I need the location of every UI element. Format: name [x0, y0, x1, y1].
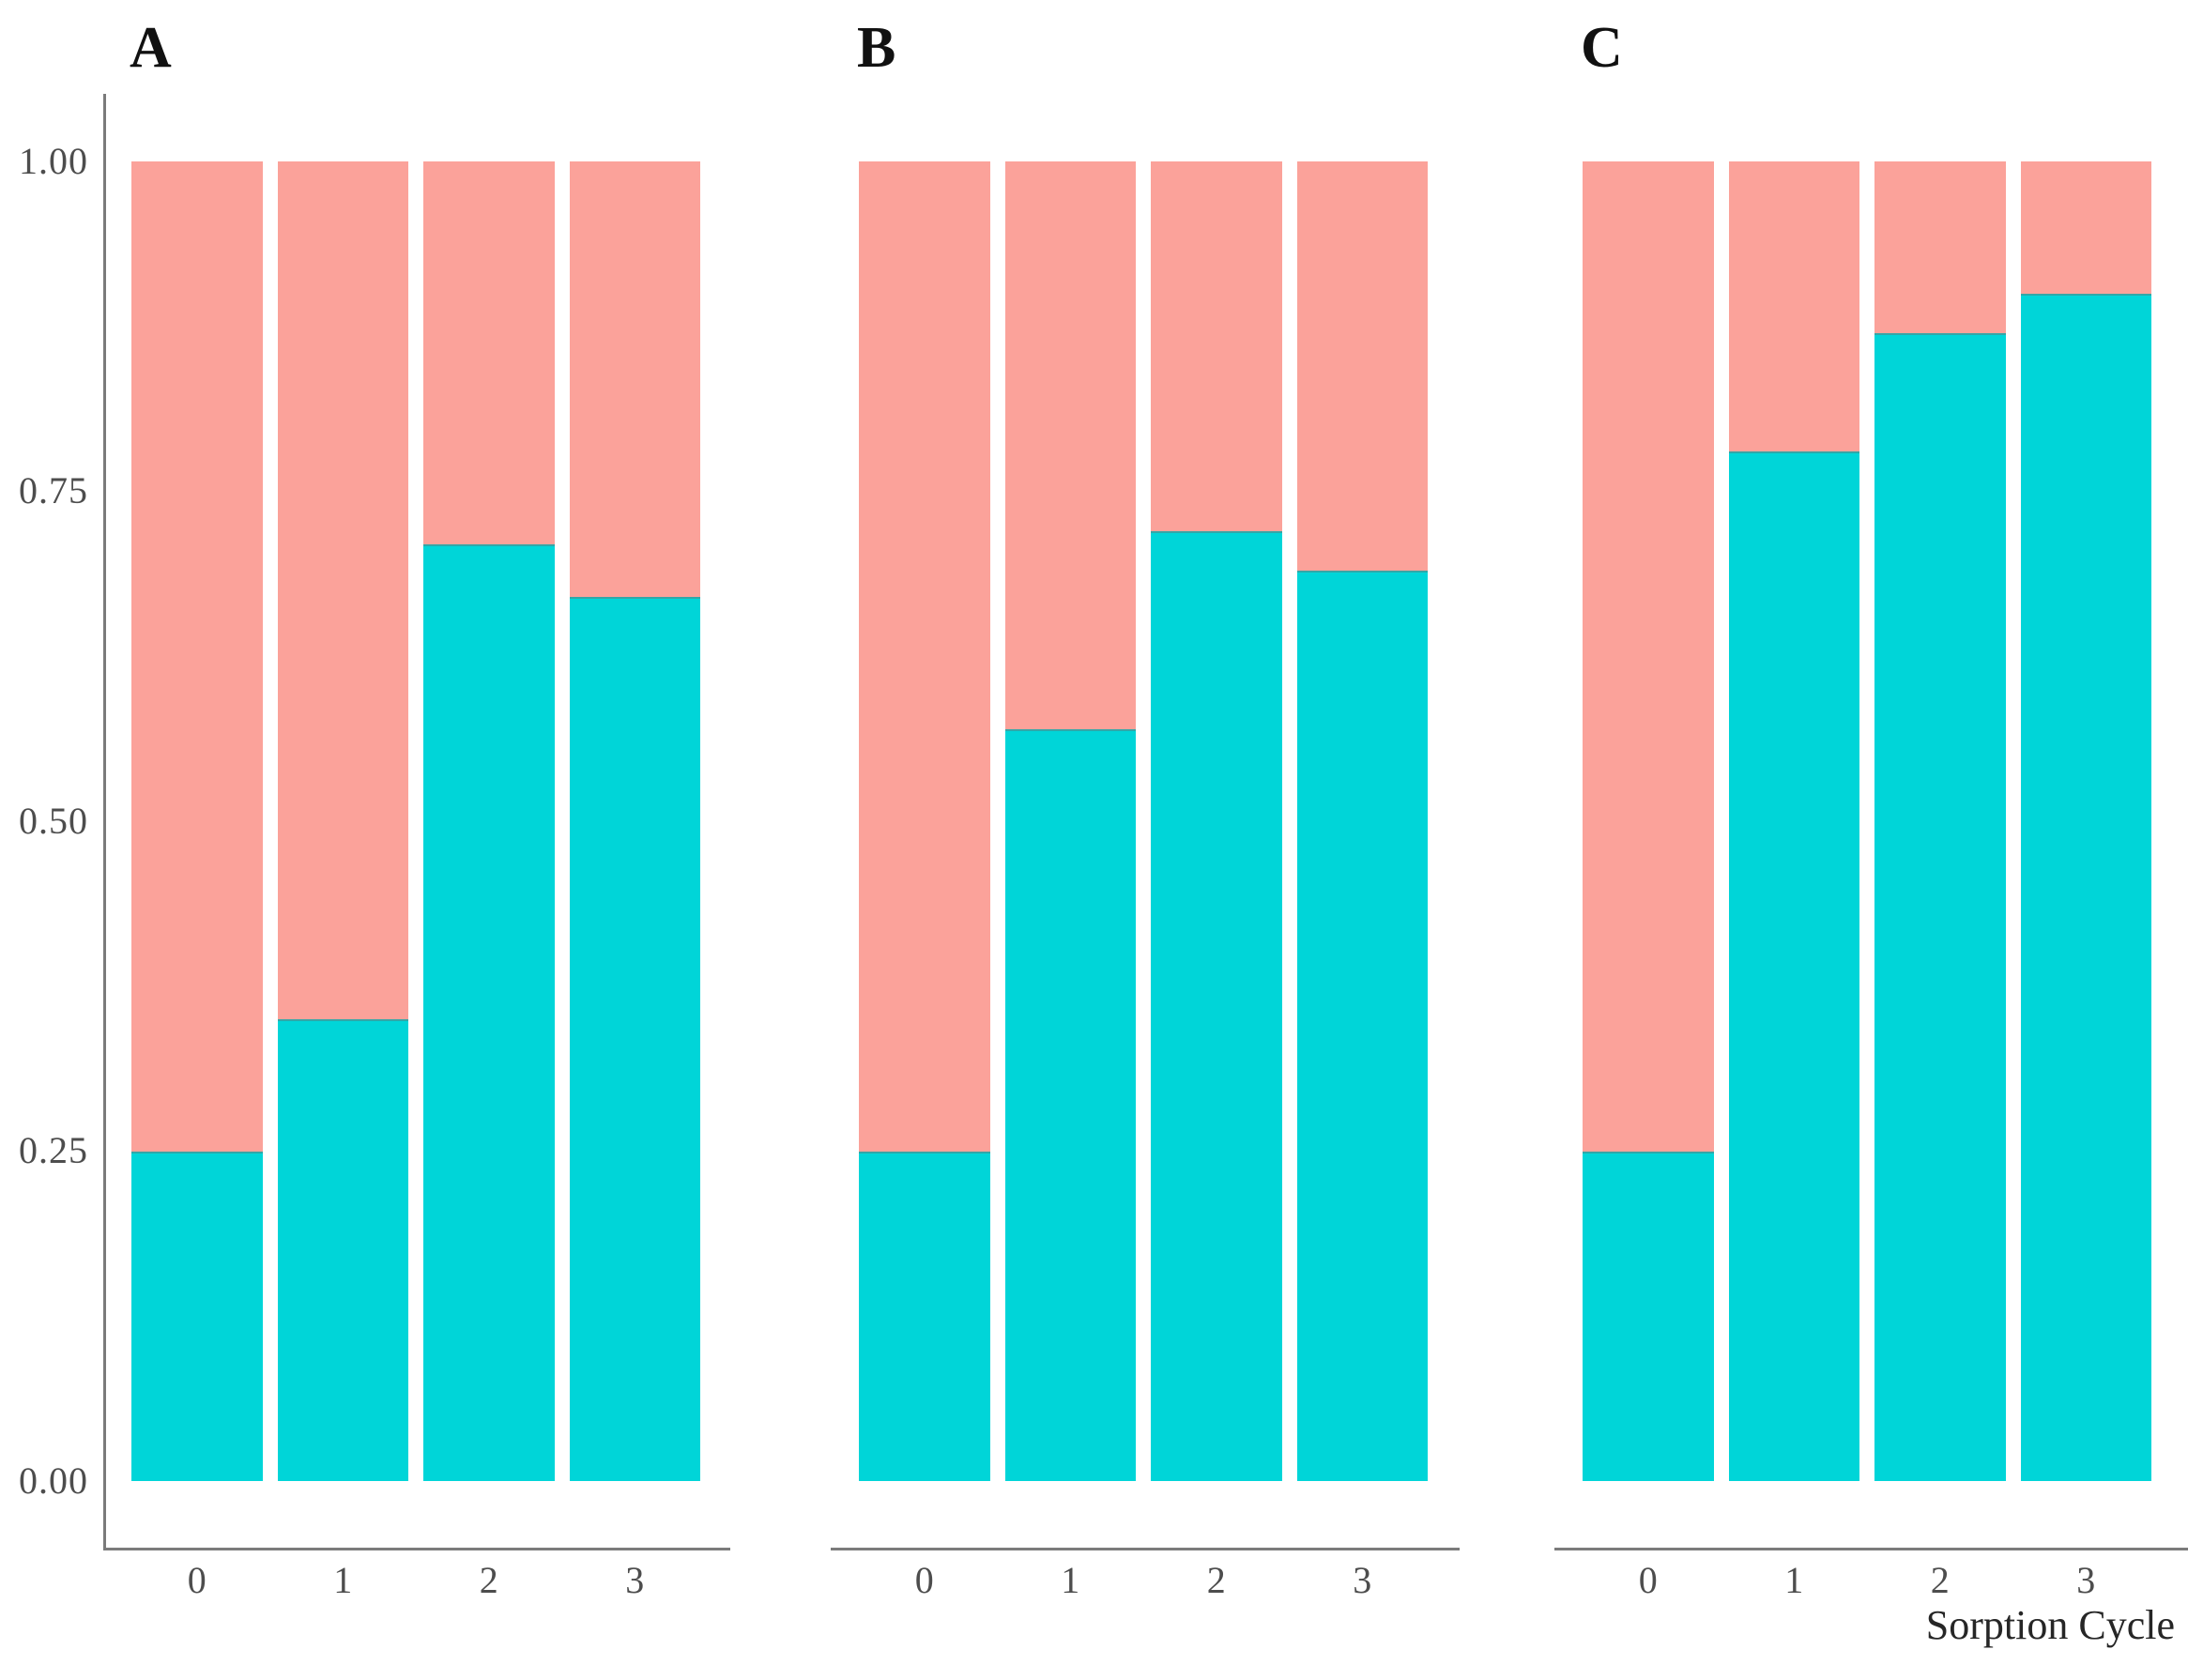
- x-tick-label: 2: [1930, 1559, 1950, 1601]
- bar-group: [1583, 161, 2151, 1481]
- x-tick-labels: 0 1 2 3: [859, 1556, 1428, 1605]
- panel-b: B 0 1 2 3: [831, 0, 1460, 1680]
- teal-segment: [423, 543, 555, 1481]
- salmon-segment: [1296, 161, 1428, 571]
- teal-segment: [859, 1151, 990, 1481]
- x-tick-label: 3: [625, 1559, 645, 1601]
- x-tick-label: 1: [333, 1559, 353, 1601]
- stacked-bar: [1728, 161, 1859, 1481]
- y-axis-line: [103, 94, 106, 1550]
- stacked-bar: [1151, 161, 1282, 1481]
- y-tick-label: 1.00: [19, 140, 88, 182]
- teal-segment: [1151, 530, 1282, 1481]
- x-axis-line: [103, 1548, 730, 1550]
- x-tick-label: 0: [187, 1559, 207, 1601]
- x-axis-title: Sorption Cycle: [1925, 1602, 2175, 1648]
- y-axis-tick-labels: 1.00 0.75 0.50 0.25 0.00: [0, 0, 92, 1680]
- x-tick-labels: 0 1 2 3: [131, 1556, 700, 1605]
- bar-group: [131, 161, 700, 1481]
- x-tick-label: 2: [479, 1559, 498, 1601]
- salmon-segment: [423, 161, 555, 544]
- x-tick-label: 1: [1061, 1559, 1080, 1601]
- salmon-segment: [1004, 161, 1136, 729]
- teal-segment: [277, 1018, 408, 1481]
- teal-segment: [569, 596, 700, 1481]
- panel-letter: C: [1581, 16, 1623, 80]
- panel-a: A 0 1 2 3: [103, 0, 730, 1680]
- x-axis-line: [1554, 1548, 2188, 1550]
- teal-segment: [1004, 728, 1136, 1481]
- teal-segment: [1296, 570, 1428, 1481]
- x-tick-label: 0: [1638, 1559, 1658, 1601]
- teal-segment: [1583, 1151, 1714, 1481]
- stacked-bar: [569, 161, 700, 1481]
- y-tick-label: 0.25: [19, 1129, 88, 1171]
- x-axis-line: [831, 1548, 1460, 1550]
- x-tick-label: 3: [2076, 1559, 2096, 1601]
- salmon-segment: [2020, 161, 2151, 294]
- teal-segment: [1728, 451, 1859, 1481]
- panel-c: C 0 1 2 3: [1554, 0, 2188, 1680]
- y-tick-label: 0.50: [19, 800, 88, 842]
- salmon-segment: [1583, 161, 1714, 1152]
- teal-segment: [2020, 293, 2151, 1481]
- y-tick-label: 0.75: [19, 469, 88, 512]
- stacked-bar: [1296, 161, 1428, 1481]
- salmon-segment: [1874, 161, 2006, 333]
- salmon-segment: [1728, 161, 1859, 452]
- bar-group: [859, 161, 1428, 1481]
- panel-letter: B: [857, 16, 896, 80]
- stacked-bar: [1874, 161, 2006, 1481]
- teal-segment: [131, 1151, 263, 1481]
- salmon-segment: [1151, 161, 1282, 531]
- y-tick-label: 0.00: [19, 1459, 88, 1502]
- salmon-segment: [131, 161, 263, 1152]
- x-tick-label: 3: [1353, 1559, 1372, 1601]
- stacked-bar: [1583, 161, 1714, 1481]
- x-tick-label: 1: [1784, 1559, 1804, 1601]
- teal-segment: [1874, 332, 2006, 1481]
- salmon-segment: [569, 161, 700, 597]
- stacked-bar: [131, 161, 263, 1481]
- stacked-bar: [423, 161, 555, 1481]
- stacked-bar: [277, 161, 408, 1481]
- stacked-bar: [2020, 161, 2151, 1481]
- panel-letter: A: [130, 16, 172, 80]
- salmon-segment: [859, 161, 990, 1152]
- x-tick-label: 2: [1206, 1559, 1226, 1601]
- stacked-bar: [859, 161, 990, 1481]
- x-tick-label: 0: [914, 1559, 934, 1601]
- stacked-bar: [1004, 161, 1136, 1481]
- x-tick-labels: 0 1 2 3: [1583, 1556, 2151, 1605]
- salmon-segment: [277, 161, 408, 1019]
